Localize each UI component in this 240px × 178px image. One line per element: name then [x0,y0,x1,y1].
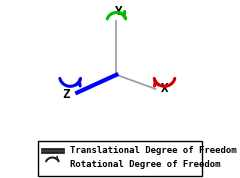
Text: Rotational Degree of Freedom: Rotational Degree of Freedom [70,160,221,169]
Text: X: X [161,82,168,96]
Text: Translational Degree of Freedom: Translational Degree of Freedom [70,146,237,155]
FancyBboxPatch shape [38,141,202,176]
Text: Z: Z [63,88,70,101]
Text: Y: Y [114,5,122,18]
